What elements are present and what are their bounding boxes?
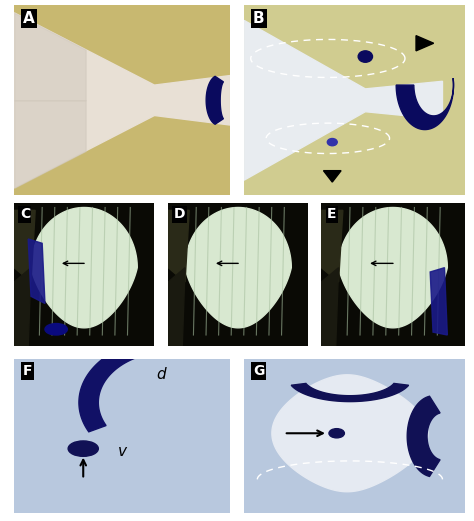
Polygon shape (396, 78, 454, 130)
Polygon shape (338, 207, 447, 328)
Text: d: d (156, 367, 166, 382)
Text: B: B (253, 11, 264, 26)
Text: C: C (20, 207, 30, 221)
Polygon shape (291, 383, 409, 402)
Text: v: v (118, 444, 127, 459)
Ellipse shape (68, 441, 98, 456)
Text: E: E (327, 207, 337, 221)
Polygon shape (407, 396, 440, 476)
Polygon shape (14, 210, 35, 282)
Text: D: D (174, 207, 185, 221)
Polygon shape (430, 268, 447, 335)
Polygon shape (323, 171, 341, 182)
Polygon shape (206, 77, 223, 124)
Polygon shape (272, 375, 428, 492)
Polygon shape (185, 207, 292, 328)
Text: F: F (23, 364, 32, 378)
Polygon shape (416, 35, 434, 51)
Polygon shape (168, 268, 185, 346)
Text: G: G (253, 364, 264, 378)
Ellipse shape (45, 324, 67, 335)
Ellipse shape (358, 51, 373, 63)
Polygon shape (14, 13, 230, 188)
Polygon shape (31, 207, 137, 328)
Polygon shape (79, 339, 158, 432)
Ellipse shape (328, 139, 337, 146)
Polygon shape (14, 268, 31, 346)
Polygon shape (321, 210, 343, 282)
Polygon shape (168, 210, 189, 282)
Polygon shape (244, 20, 442, 180)
Polygon shape (28, 239, 45, 303)
Text: A: A (23, 11, 35, 26)
Polygon shape (321, 268, 338, 346)
Ellipse shape (329, 429, 345, 438)
